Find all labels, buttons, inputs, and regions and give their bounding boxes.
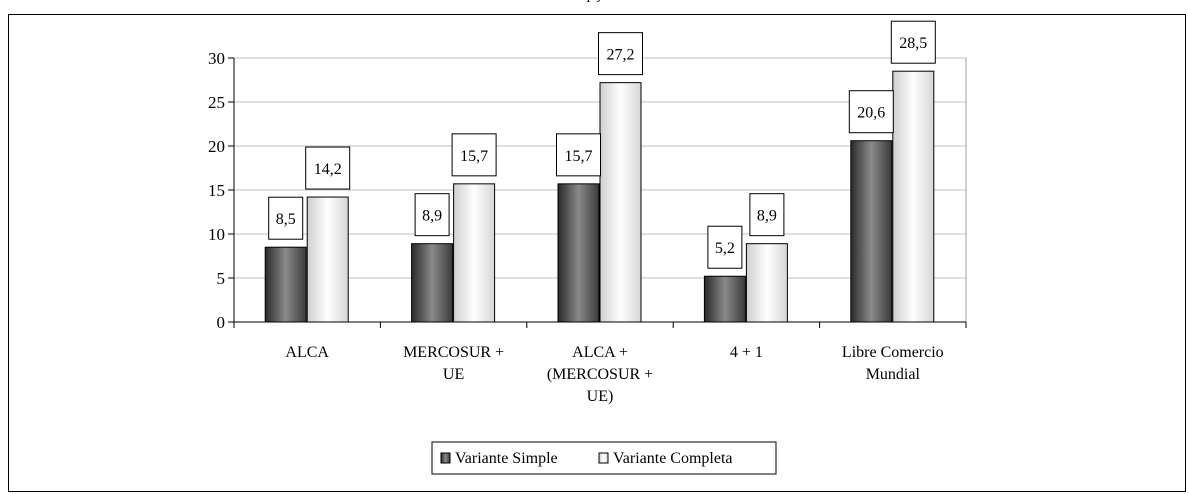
bar-variante-completa: [306, 196, 349, 323]
x-category-label: MERCOSUR +: [403, 344, 504, 361]
data-label-box: [598, 32, 643, 76]
data-label: 28,5: [899, 35, 927, 52]
bars: [264, 70, 935, 323]
y-tick-label: 20: [208, 137, 225, 156]
x-category-label: Mundial: [866, 366, 921, 383]
legend-swatch-variante-completa: [598, 452, 609, 464]
data-label: 15,7: [460, 148, 488, 165]
data-label: 8,9: [757, 208, 777, 225]
x-category-label: UE: [443, 366, 464, 383]
data-label-box: [305, 146, 351, 190]
y-tick-label: 0: [217, 313, 226, 332]
x-category-label: Libre Comercio: [842, 344, 944, 361]
y-tick-label: 10: [208, 225, 225, 244]
y-tick-label: 5: [217, 269, 226, 288]
data-label-box: [556, 133, 601, 177]
y-tick-label: 25: [208, 93, 225, 112]
bar-variante-completa: [745, 243, 788, 323]
bar-variante-simple: [264, 246, 307, 323]
bar-variante-simple: [411, 243, 454, 323]
legend-swatch-variante-simple: [440, 452, 451, 464]
legend-label-variante-simple: Variante Simple: [455, 450, 558, 467]
y-tick-label: 30: [208, 49, 225, 68]
data-label-box: [707, 225, 743, 269]
bar-variante-simple: [703, 275, 746, 323]
x-category-label: 4 + 1: [730, 344, 763, 361]
data-label: 27,2: [607, 47, 635, 64]
y-tick-label: 15: [208, 181, 225, 200]
data-label: 14,2: [314, 161, 342, 178]
data-label: 20,6: [857, 105, 885, 122]
x-category-label: ALCA: [285, 344, 329, 361]
data-label: 15,7: [565, 148, 593, 165]
bar-variante-completa: [892, 70, 935, 323]
x-category-label: UE): [587, 388, 614, 405]
data-label-box: [848, 90, 894, 134]
data-label-box: [268, 196, 304, 240]
axes: 0 5 10 15 20 25 30 ALCA MERCOSUR + UE ALCA + (MERCO…: [208, 49, 967, 405]
bar-variante-simple: [850, 140, 893, 323]
data-label-box: [749, 193, 785, 237]
data-label: 8,9: [422, 208, 442, 225]
data-label: 5,2: [715, 240, 735, 257]
bar-variante-completa: [453, 183, 496, 323]
data-label-box: [451, 133, 497, 177]
data-label-box: [890, 20, 936, 64]
bar-variante-completa: [599, 82, 642, 323]
legend: Variante Simple Variante Completa: [431, 441, 777, 475]
data-labels: 8,5 14,2 8,9 15,7 15,7 27,2 5,2 8,9 20,6 28,5: [268, 20, 936, 269]
x-category-label: ALCA +: [572, 344, 628, 361]
bar-variante-simple: [557, 183, 600, 323]
data-label: 8,5: [276, 211, 296, 228]
chart-title-partial: p j: [0, 0, 1188, 4]
legend-label-variante-completa: Variante Completa: [613, 450, 733, 467]
x-category-label: (MERCOSUR +: [547, 366, 653, 383]
data-label-box: [414, 193, 450, 237]
